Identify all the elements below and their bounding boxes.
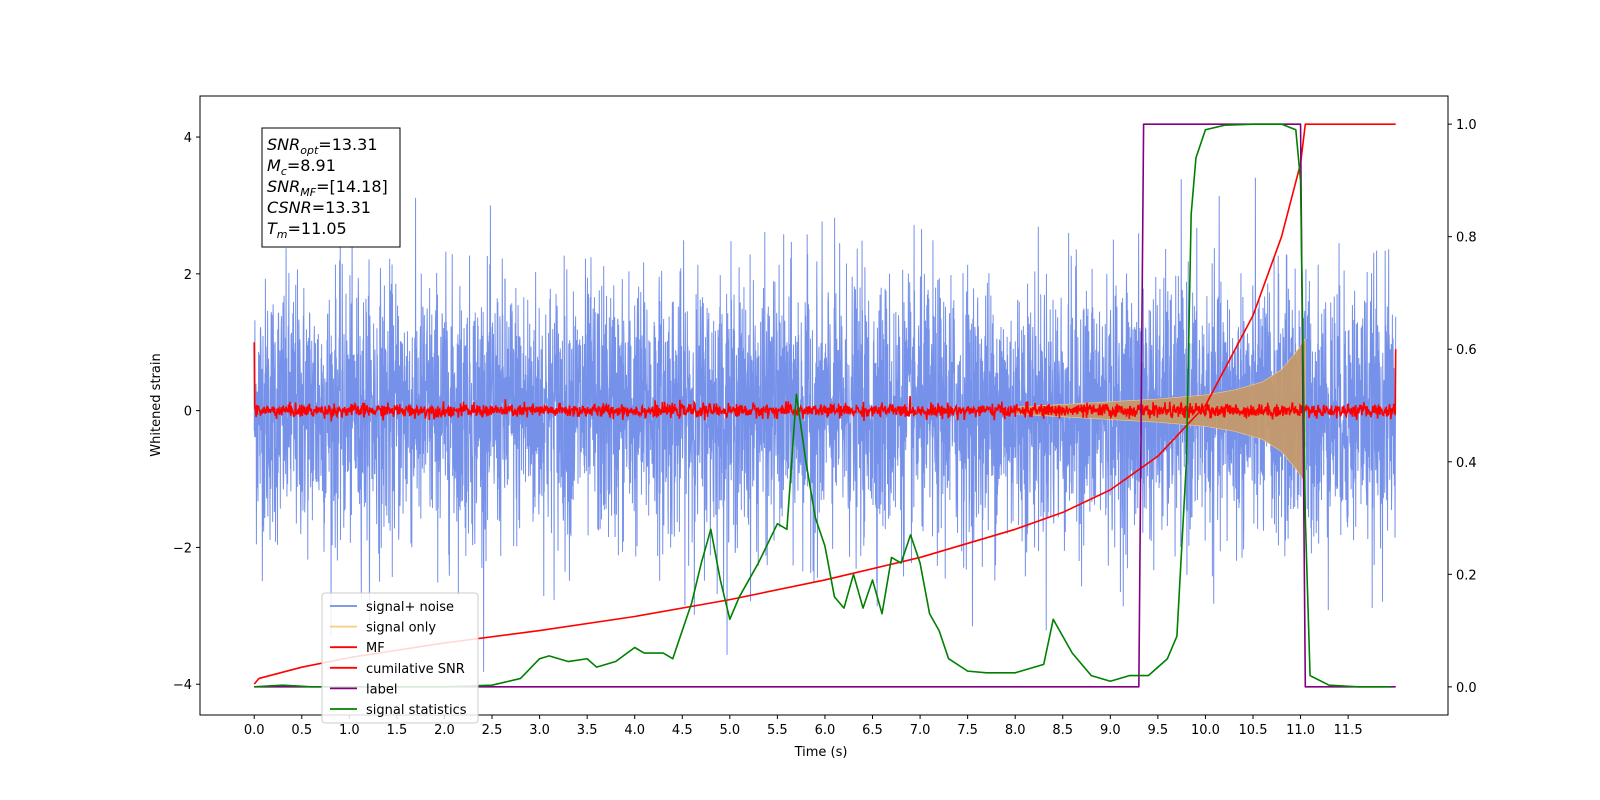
legend-entry: signal+ noise [366, 600, 454, 615]
y-left-tick-label: 4 [184, 131, 192, 146]
x-tick-label: 2.0 [434, 723, 455, 738]
x-tick-label: 8.0 [1005, 723, 1026, 738]
plot-frame [199, 95, 1449, 716]
y-right-tick-label: 0.6 [1456, 343, 1477, 358]
y-left-tick-label: −4 [173, 678, 192, 693]
x-tick-label: 4.0 [624, 723, 645, 738]
x-tick-label: 0.0 [244, 723, 265, 738]
series-label [254, 123, 1396, 688]
x-tick-label: 7.5 [957, 723, 978, 738]
legend: signal+ noise signal only MF cumilative SNR… [321, 592, 479, 724]
x-tick-label: 1.0 [339, 723, 360, 738]
x-tick-label: 10.5 [1239, 723, 1268, 738]
y-right-tick-label: 0.8 [1456, 231, 1477, 246]
x-tick-label: 9.0 [1100, 723, 1121, 738]
series-signal-statistics [254, 123, 1391, 688]
y-left-tick-label: −2 [173, 541, 192, 556]
y-axis-label: Whitened strain [149, 353, 164, 456]
annotation-line: Mc=8.91 [267, 156, 336, 178]
legend-frame [321, 592, 479, 724]
y-right-tick-label: 0.0 [1456, 681, 1477, 696]
legend-entry: signal statistics [366, 703, 467, 718]
x-tick-label: 3.5 [577, 723, 598, 738]
y-left-tick-label: 2 [184, 268, 192, 283]
x-tick-label: 2.5 [482, 723, 503, 738]
annotation-box: SNRopt=13.31Mc=8.91SNRMF=[14.18]CSNR=13.… [261, 127, 401, 248]
x-tick-label: 8.5 [1052, 723, 1073, 738]
legend-entry: MF [366, 641, 385, 656]
annotation-frame [261, 127, 401, 248]
legend-entry: signal only [366, 621, 436, 636]
legend-entry: label [366, 682, 397, 697]
x-tick-label: 6.5 [862, 723, 883, 738]
x-tick-label: 3.0 [529, 723, 550, 738]
legend-entry: cumilative SNR [366, 662, 465, 677]
y-axis-left: −4 −2 0 2 4 [173, 131, 200, 693]
annotation-line: Tm=11.05 [267, 219, 347, 241]
y-right-tick-label: 0.4 [1456, 456, 1477, 471]
y-right-tick-label: 1.0 [1456, 118, 1477, 133]
x-tick-label: 0.5 [291, 723, 312, 738]
y-right-tick-label: 0.2 [1456, 568, 1477, 583]
annotation-line: SNRMF=[14.18] [267, 177, 388, 199]
y-left-tick-label: 0 [184, 405, 192, 420]
y-axis-right: 0.0 0.2 0.4 0.6 0.8 1.0 [1448, 118, 1477, 696]
x-axis: 0.0 0.5 1.0 1.5 2.0 2.5 3.0 3.5 4.0 4.5 5.0 5.5 6.0 6… [244, 715, 1363, 738]
x-tick-label: 11.5 [1334, 723, 1363, 738]
annotation-line: CSNR=13.31 [267, 198, 371, 217]
x-tick-label: 9.5 [1148, 723, 1169, 738]
x-tick-label: 5.5 [767, 723, 788, 738]
x-tick-label: 1.5 [387, 723, 408, 738]
series-mf [253, 342, 1397, 422]
x-tick-label: 11.0 [1286, 723, 1315, 738]
annotation-line: SNRopt=13.31 [267, 135, 378, 157]
x-tick-label: 6.0 [815, 723, 836, 738]
x-tick-label: 5.0 [719, 723, 740, 738]
x-tick-label: 4.5 [672, 723, 693, 738]
x-tick-label: 10.0 [1191, 723, 1220, 738]
x-tick-label: 7.0 [910, 723, 931, 738]
x-axis-label: Time (s) [794, 745, 848, 760]
